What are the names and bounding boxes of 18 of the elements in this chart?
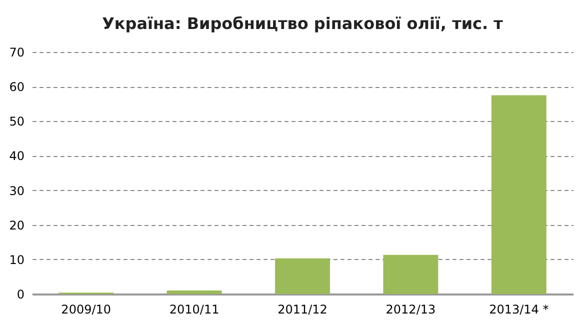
x-tick-label: 2009/10: [61, 302, 112, 316]
x-tick-label: 2013/14 *: [489, 302, 549, 316]
y-tick-label: 40: [9, 149, 24, 164]
bar: [383, 254, 438, 294]
y-tick-label: 30: [9, 184, 24, 198]
y-tick-label: 60: [9, 80, 24, 94]
y-tick-label: 20: [9, 218, 24, 232]
x-tick-label: 2010/11: [169, 302, 220, 316]
y-tick-label: 70: [9, 46, 24, 60]
x-tick-label: 2011/12: [278, 302, 328, 316]
y-tick-label: 0: [16, 288, 24, 302]
bar: [275, 258, 330, 294]
bar: [491, 95, 546, 294]
y-tick-label: 10: [9, 252, 24, 267]
chart-title: Україна: Виробництво ріпакової олії, тис. т: [102, 14, 504, 33]
x-tick-label: 2012/13: [386, 302, 436, 316]
y-tick-label: 50: [9, 114, 24, 129]
bar: [166, 290, 222, 294]
